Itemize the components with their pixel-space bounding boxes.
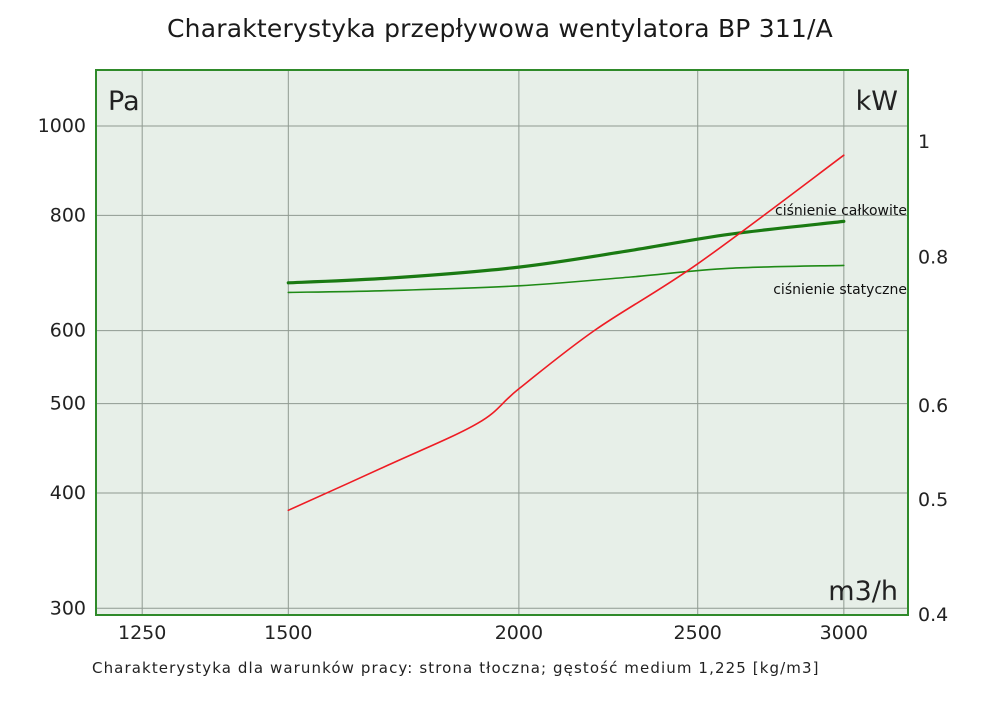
series-power-line [287,154,845,512]
x-tick-label: 2000 [495,622,543,644]
x-unit-label: m3/h [828,576,898,607]
chart-title: Charakterystyka przepływowa wentylatora … [167,14,833,43]
y-right-tick-label: 1 [918,131,930,153]
y-left-tick-label: 600 [50,320,86,342]
y-left-tick-label: 800 [50,204,86,226]
series-layer [286,154,846,512]
series-static-pressure-line [287,264,845,294]
tick-labels: 1250 1500 2000 2500 3000 1000 800 600 500 400 300 1… [38,115,949,644]
grid-lines [96,70,908,615]
y-right-tick-label: 0.8 [918,246,948,268]
y-left-tick-label: 500 [50,393,86,415]
chart-subtitle: Charakterystyka dla warunków pracy: stro… [92,659,820,677]
label-total-pressure: ciśnienie całkowite [775,203,907,219]
plot-area [96,70,908,615]
x-tick-label: 3000 [820,622,868,644]
y-right-tick-label: 0.6 [918,395,948,417]
label-static-pressure: ciśnienie statyczne [773,282,907,298]
y-right-unit-label: kW [856,86,898,117]
x-tick-label: 1500 [264,622,312,644]
x-tick-label: 2500 [674,622,722,644]
y-left-tick-label: 1000 [38,115,86,137]
x-tick-label: 1250 [118,622,166,644]
y-right-tick-label: 0.5 [918,489,948,511]
y-right-tick-label: 0.4 [918,604,948,626]
y-left-tick-label: 300 [50,597,86,619]
y-left-unit-label: Pa [108,86,140,117]
y-left-tick-label: 400 [50,482,86,504]
plot-frame [95,69,909,616]
